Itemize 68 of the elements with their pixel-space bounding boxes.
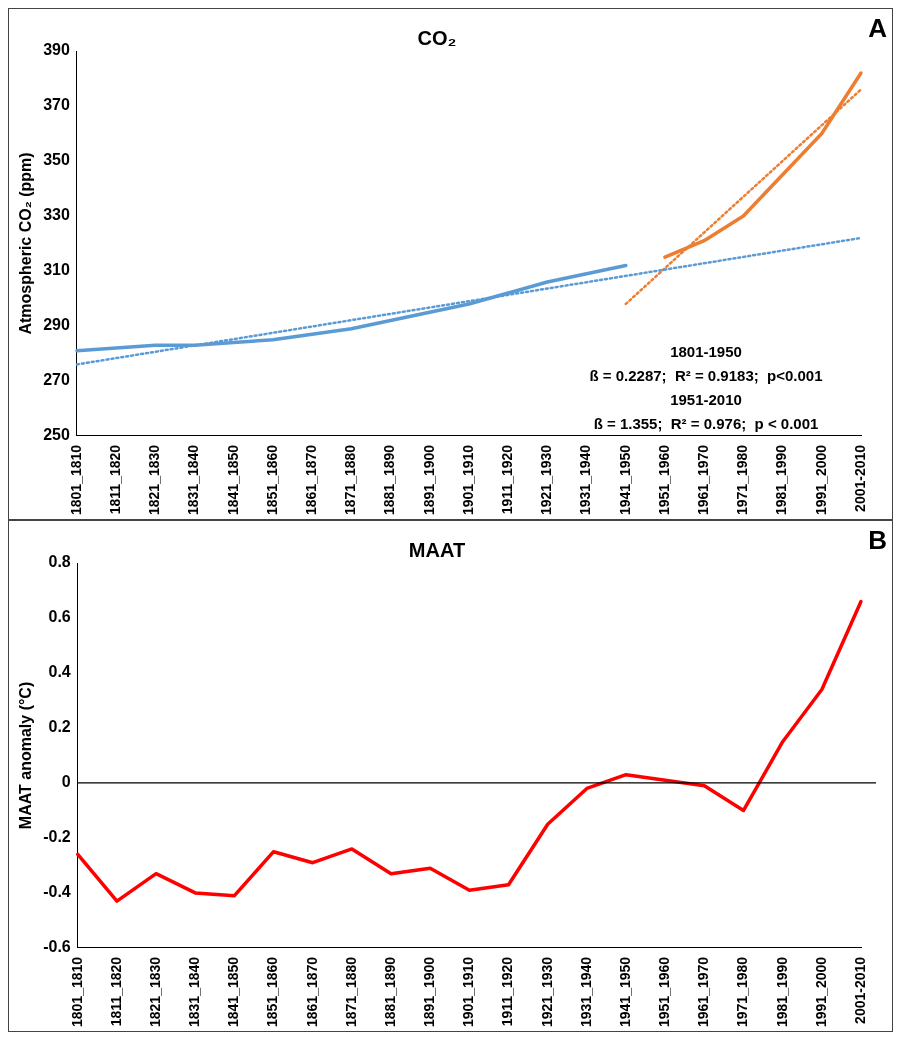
x-tick-label: 1861_1870 — [303, 956, 320, 1027]
x-tick-label: 1941_1950 — [616, 444, 633, 515]
y-axis-title: Atmospheric CO₂ (ppm) — [17, 152, 35, 335]
y-axis-title: MAAT anomaly (°C) — [17, 681, 35, 830]
x-tick-label: 1811_1820 — [107, 956, 124, 1027]
x-tick-label: 1801_1810 — [68, 956, 85, 1027]
y-tick-label: 250 — [43, 426, 70, 444]
y-tick-label: 390 — [43, 41, 70, 59]
x-tick-label: 1821_1830 — [146, 444, 163, 515]
x-tick-label: 1801_1810 — [67, 444, 84, 515]
y-tick-label: 0.8 — [48, 553, 71, 571]
y-tick-label: 310 — [43, 261, 70, 279]
annotation: ß = 0.2287; R² = 0.9183; p<0.001 — [589, 366, 823, 384]
x-tick-label: 1851_1860 — [264, 956, 281, 1027]
x-tick-label: 1911_1920 — [499, 444, 516, 515]
chart-title: CO₂ — [417, 26, 457, 49]
x-tick-label: 1981_1990 — [773, 444, 790, 515]
x-tick-label: 1931_1940 — [577, 956, 594, 1027]
annotation: ß = 1.355; R² = 0.976; p < 0.001 — [593, 414, 819, 432]
x-tick-label: 1891_1900 — [421, 956, 438, 1027]
x-tick-label: 1891_1900 — [420, 444, 437, 515]
x-tick-label: 1881_1890 — [381, 444, 398, 515]
x-tick-label: 1871_1880 — [342, 444, 359, 515]
annotation: 1801-1950 — [670, 342, 742, 360]
y-tick-label: 330 — [43, 206, 70, 224]
x-tick-label: 1881_1890 — [381, 956, 398, 1027]
y-tick-label: 0.4 — [48, 663, 71, 681]
x-tick-label: 1841_1850 — [224, 444, 241, 515]
x-tick-label: 1861_1870 — [302, 444, 319, 515]
annotation: 1951-2010 — [670, 390, 742, 408]
x-tick-label: 1921_1930 — [538, 444, 555, 515]
x-tick-label: 1971_1980 — [734, 956, 751, 1027]
x-tick-label: 1921_1930 — [538, 956, 555, 1027]
x-tick-label: 1831_1840 — [185, 444, 202, 515]
y-tick-label: -0.6 — [43, 938, 71, 956]
x-tick-label: 1951_1960 — [655, 444, 672, 515]
y-tick-label: -0.2 — [43, 828, 71, 846]
x-tick-label: 1821_1830 — [146, 956, 163, 1027]
x-tick-label: 1931_1940 — [577, 444, 594, 515]
y-tick-label: 290 — [43, 316, 70, 334]
y-tick-label: 370 — [43, 96, 70, 114]
x-tick-label: 1961_1970 — [695, 956, 712, 1027]
x-tick-label: 1991_2000 — [812, 444, 829, 515]
x-tick-label: 1901_1910 — [459, 444, 476, 515]
x-tick-label: 1951_1960 — [656, 956, 673, 1027]
x-tick-label: 1901_1910 — [460, 956, 477, 1027]
text: A — [868, 13, 888, 44]
y-tick-label: 270 — [43, 371, 70, 389]
chart-title: MAAT — [408, 538, 466, 561]
y-tick-label: 0.6 — [48, 608, 71, 626]
x-tick-label: 1941_1950 — [616, 956, 633, 1027]
x-tick-label: 2001-2010 — [851, 444, 868, 512]
x-tick-label: 1971_1980 — [734, 444, 751, 515]
y-tick-label: 0 — [61, 773, 71, 791]
x-tick-label: 1991_2000 — [812, 956, 829, 1027]
x-tick-label: 1841_1850 — [225, 956, 242, 1027]
y-tick-label: 350 — [43, 151, 70, 169]
x-tick-label: 1911_1920 — [499, 956, 516, 1027]
x-tick-label: 1851_1860 — [263, 444, 280, 515]
x-tick-label: 2001-2010 — [851, 956, 868, 1024]
x-tick-label: 1811_1820 — [106, 444, 123, 515]
x-tick-label: 1871_1880 — [342, 956, 359, 1027]
y-tick-label: -0.4 — [43, 883, 71, 901]
y-tick-label: 0.2 — [48, 718, 71, 736]
x-tick-label: 1961_1970 — [695, 444, 712, 515]
x-tick-label: 1981_1990 — [773, 956, 790, 1027]
x-tick-label: 1831_1840 — [186, 956, 203, 1027]
text: B — [868, 525, 887, 556]
